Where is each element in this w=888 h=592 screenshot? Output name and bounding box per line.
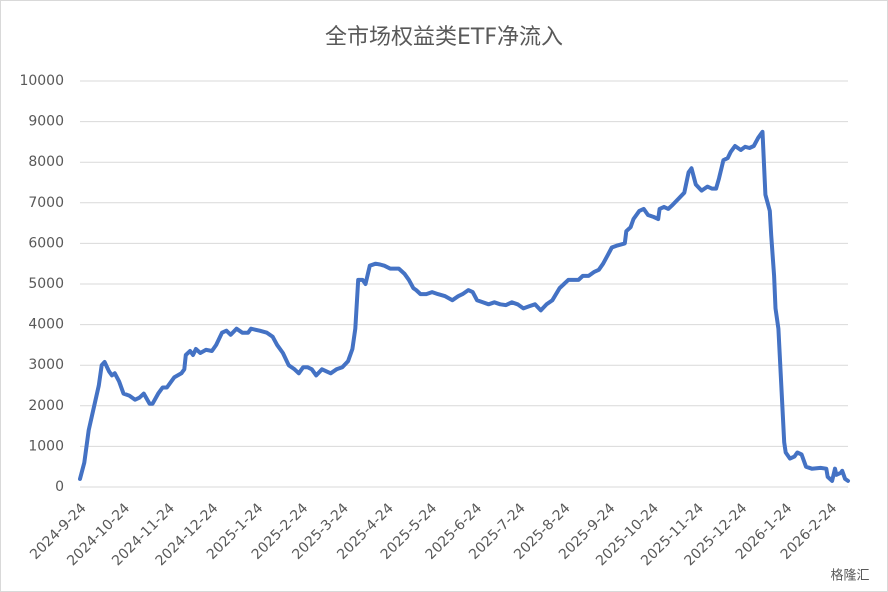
y-tick-label: 2000 xyxy=(28,398,64,414)
y-tick-label: 7000 xyxy=(28,195,64,211)
watermark: 格隆汇 xyxy=(830,568,869,584)
y-tick-label: 0 xyxy=(55,479,64,495)
data-line xyxy=(78,129,850,483)
y-tick-label: 8000 xyxy=(28,154,64,170)
y-tick-label: 4000 xyxy=(28,317,64,333)
y-tick-label: 5000 xyxy=(28,276,64,292)
y-tick-label: 3000 xyxy=(28,357,64,373)
y-tick-label: 10000 xyxy=(19,73,64,89)
chart-title: 全市场权益类ETF净流入 xyxy=(325,25,563,50)
y-tick-label: 6000 xyxy=(28,235,64,251)
y-tick-label: 9000 xyxy=(28,114,64,130)
y-tick-label: 1000 xyxy=(28,438,64,454)
